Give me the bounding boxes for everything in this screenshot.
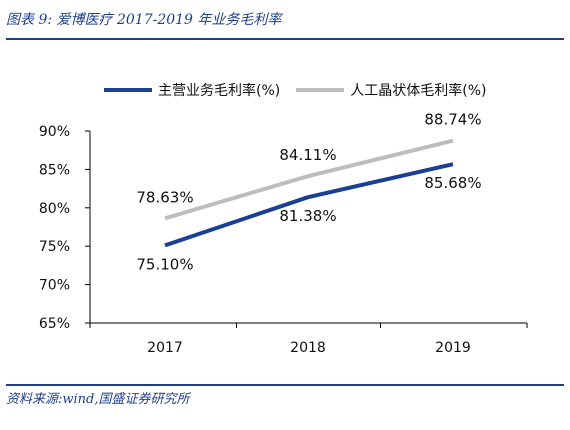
data-label-iol: 88.74% [424,111,481,129]
legend-swatch-iol [296,88,345,92]
y-tick-label: 65% [39,316,70,332]
y-tick-label: 75% [39,239,70,255]
legend-label-iol: 人工晶状体毛利率(%) [350,83,487,99]
data-label-main: 75.10% [136,255,193,273]
legend-swatch-main [104,88,152,92]
data-label-main: 81.38% [279,207,336,225]
y-tick-label: 85% [39,162,70,178]
x-tick-label: 2019 [435,340,471,356]
series-line-main-margin [164,162,454,248]
y-tick-label: 80% [39,201,70,217]
x-tick-label: 2017 [147,340,183,356]
figure-title: 图表 9: 爱博医疗 2017-2019 年业务毛利率 [6,12,282,28]
title-divider [6,38,564,40]
legend-item-main: 主营业务毛利率(%) [104,80,280,100]
legend-label-main: 主营业务毛利率(%) [158,83,281,99]
series-line-iol-margin [164,138,454,221]
data-label-iol: 84.11% [279,146,336,164]
x-tick-label: 2018 [290,340,326,356]
data-label-main: 85.68% [424,174,481,192]
y-tick-label: 90% [39,124,70,140]
chart-legend: 主营业务毛利率(%) 人工晶状体毛利率(%) [104,80,486,100]
legend-item-iol: 人工晶状体毛利率(%) [296,80,486,100]
y-tick-label: 70% [39,278,70,294]
source-note: 资料来源:wind,国盛证券研究所 [6,392,190,407]
source-divider [6,384,564,386]
data-label-iol: 78.63% [136,188,193,206]
